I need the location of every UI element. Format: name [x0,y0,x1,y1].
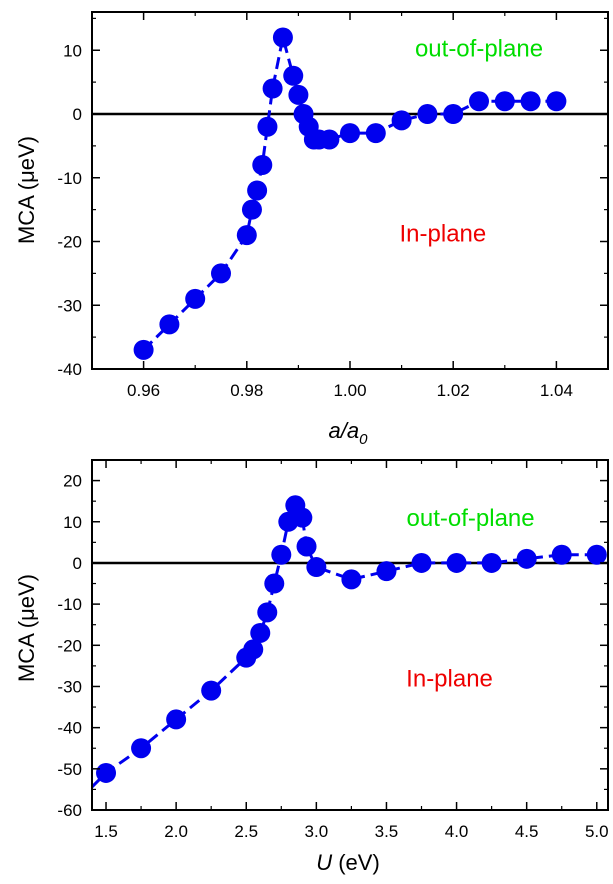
y-tick-label: -10 [57,595,82,614]
panel-bottom: 1.5 2.0 2.5 3.0 3.5 4.0 4.5 5.0 -60 -50 -40 -30 -20 -… [14,459,609,875]
data-point [236,225,257,246]
data-point [211,263,231,284]
x-axis-title: U (eV) [316,850,380,875]
y-tick-label: -40 [57,719,82,738]
data-point [185,288,206,309]
annotation-out-of-plane: out-of-plane [407,505,535,532]
data-point [551,544,572,565]
data-point [288,84,309,105]
data-point [391,110,412,131]
data-point [446,552,467,573]
data-point [494,91,515,112]
data-point [166,709,187,730]
x-axis-title-main: a/a [329,418,360,443]
data-point [264,573,285,594]
data-point [96,762,117,783]
data-point [250,622,271,643]
y-tick-label: -30 [57,296,82,315]
x-tick-label: 1.5 [94,822,118,841]
x-tick-label: 5.0 [585,822,609,841]
y-tick-label: 10 [63,41,82,60]
data-point [243,639,264,660]
data-point [131,738,152,759]
data-point [257,602,278,623]
y-tick-label: -20 [57,233,82,252]
x-tick-label: 2.5 [234,822,258,841]
data-point [247,180,268,201]
x-tick-label: 0.96 [127,381,160,400]
annotation-in-plane: In-plane [400,221,487,248]
annotation-in-plane: In-plane [406,665,493,692]
data-point [159,314,180,335]
x-tick-label: 2.0 [164,822,188,841]
x-axis-title-main: U [316,850,332,875]
series-line [142,37,557,351]
data-point [469,91,489,112]
x-axis-title-unit: (eV) [338,850,380,875]
data-point [257,116,278,137]
y-axis-title: MCA (μeV) [14,574,39,682]
data-point [271,544,292,565]
data-point [319,129,340,150]
data-point [365,123,386,144]
y-tick-label: -10 [57,169,82,188]
data-point [283,65,304,86]
data-point [586,544,607,565]
annotation-out-of-plane: out-of-plane [415,36,543,63]
y-tick-label: -50 [57,760,82,779]
series-line [90,501,597,788]
data-point [262,78,283,99]
data-point [546,91,567,112]
data-point [292,507,313,528]
data-point [411,552,432,573]
data-point [417,104,438,124]
x-tick-label: 1.04 [540,381,573,400]
y-tick-label: -60 [57,801,82,820]
data-point [443,104,464,124]
data-point [516,548,537,569]
y-tick-label: -20 [57,636,82,655]
y-axis-title: MCA (μeV) [14,136,39,244]
data-point [306,557,327,578]
data-point [481,552,502,573]
y-tick-label: -30 [57,677,82,696]
x-tick-label: 4.0 [445,822,469,841]
x-tick-label: 3.0 [305,822,329,841]
data-point [341,569,362,590]
data-point [296,536,317,557]
x-axis-title: a/a0 [329,418,369,448]
data-point [520,91,541,112]
y-tick-label: -40 [57,360,82,379]
x-tick-label: 1.02 [437,381,470,400]
data-point [340,123,360,144]
data-point [241,199,262,220]
data-point [272,27,293,48]
x-tick-label: 4.5 [515,822,539,841]
data-point [376,561,397,582]
x-tick-label: 3.5 [375,822,399,841]
y-tick-label: 0 [73,105,82,124]
x-tick-label: 1.00 [333,381,366,400]
y-tick-label: 0 [73,554,82,573]
y-tick-label: 10 [63,513,82,532]
y-tick-label: 20 [63,472,82,491]
panel-top: 0.96 0.98 1.00 1.02 1.04 -40 -30 -20 -10 0 10 out-… [14,11,609,448]
data-point [252,155,273,175]
data-point [133,339,154,360]
x-tick-label: 0.98 [230,381,263,400]
x-axis-title-subscript: 0 [359,431,368,448]
data-point [201,680,222,701]
plot-frame [91,459,609,811]
